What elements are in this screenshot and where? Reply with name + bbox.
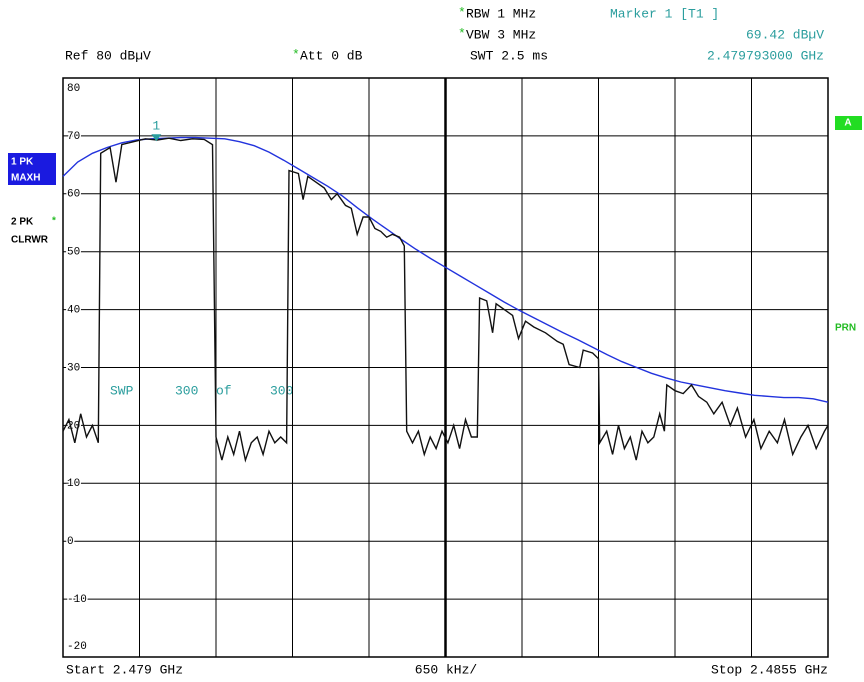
trace1-box	[8, 153, 56, 185]
rbw: RBW 1 MHz	[466, 6, 536, 21]
y-tick-label: -20	[67, 641, 87, 653]
vbw: VBW 3 MHz	[466, 27, 536, 42]
y-tick-label: 80	[67, 83, 80, 95]
star: *	[52, 216, 56, 227]
star: *	[458, 26, 466, 41]
sweep-text: 300	[175, 383, 198, 398]
att: Att 0 dB	[300, 48, 363, 63]
trace1-mode: MAXH	[11, 173, 40, 184]
marker-title: Marker 1 [T1 ]	[610, 6, 719, 21]
span-label: 650 kHz/	[415, 662, 478, 677]
trace1-det: 1 PK	[11, 157, 34, 168]
trace2-mode: CLRWR	[11, 235, 49, 246]
plot-frame	[62, 77, 829, 658]
a-label: A	[844, 118, 851, 129]
start-label: Start 2.479 GHz	[66, 662, 183, 677]
star: *	[458, 5, 466, 20]
marker-level: 69.42 dBµV	[746, 27, 824, 42]
trace	[62, 137, 829, 463]
a-box	[835, 116, 862, 130]
sweep-text: SWP	[110, 383, 134, 398]
y-tick-label: 70	[67, 131, 80, 143]
y-tick-label: 30	[67, 362, 80, 374]
y-tick-label: 60	[67, 189, 80, 201]
stop-label: Stop 2.4855 GHz	[711, 662, 828, 677]
y-tick-label: -10	[67, 594, 87, 606]
y-tick-label: 10	[67, 478, 80, 490]
trace	[62, 136, 829, 403]
ref: Ref 80 dBµV	[65, 48, 151, 63]
swt: SWT 2.5 ms	[470, 48, 548, 63]
star: *	[292, 47, 300, 62]
marker-label: 1	[152, 119, 160, 134]
y-tick-label: 0	[67, 536, 74, 548]
prn-label: PRN	[835, 323, 856, 334]
marker-freq: 2.479793000 GHz	[707, 48, 824, 63]
marker	[151, 134, 162, 142]
sweep-text: of	[216, 383, 232, 398]
y-tick-label: 40	[67, 305, 80, 317]
trace2-det: 2 PK	[11, 217, 34, 228]
y-tick-label: 50	[67, 247, 80, 259]
sweep-text: 300	[270, 383, 293, 398]
